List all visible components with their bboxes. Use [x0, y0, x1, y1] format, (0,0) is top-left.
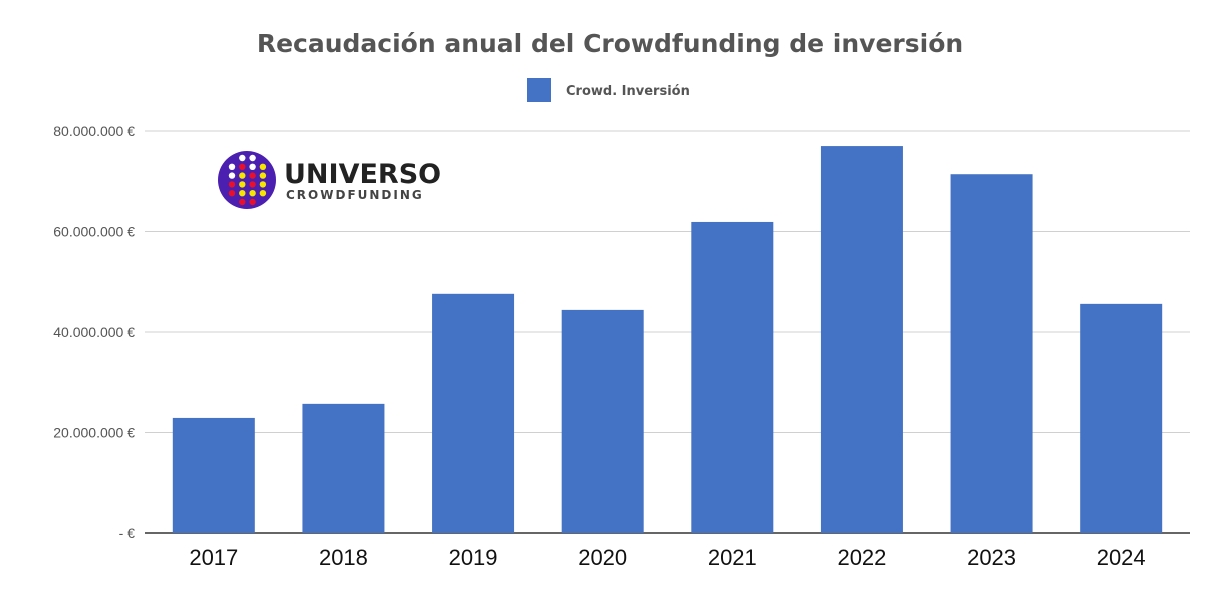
x-tick-label: 2017 [189, 545, 238, 570]
logo-dot [239, 163, 246, 170]
logo-dot [239, 198, 246, 206]
logo-dot [249, 172, 256, 179]
logo-dot [239, 190, 246, 197]
logo-dot [228, 181, 236, 188]
logo-dot [259, 181, 267, 188]
bar-2021 [691, 221, 774, 533]
logo-dot [259, 163, 267, 170]
logo-dot [239, 181, 246, 188]
logo-dot [259, 172, 267, 179]
x-tick-label: 2022 [837, 545, 886, 570]
legend-swatch [527, 78, 551, 102]
logo-dot [249, 163, 256, 170]
y-tick-label: 20.000.000 € [53, 425, 135, 441]
logo-text-sub: CROWDFUNDING [286, 188, 424, 202]
logo-dot [228, 172, 236, 179]
bar-2017 [172, 417, 255, 533]
logo-dot [239, 172, 246, 179]
y-tick-label: 40.000.000 € [53, 324, 135, 340]
bar-2023 [950, 174, 1033, 533]
x-tick-label: 2021 [708, 545, 757, 570]
y-tick-label: 80.000.000 € [53, 123, 135, 139]
legend-label: Crowd. Inversión [566, 84, 690, 99]
x-tick-label: 2019 [449, 545, 498, 570]
universo-crowdfunding-logo: UNIVERSO CROWDFUNDING [218, 151, 441, 209]
bar-2019 [432, 293, 515, 533]
bar-2020 [561, 309, 644, 533]
logo-dot [249, 154, 256, 162]
logo-dot [249, 198, 256, 206]
logo-dot [228, 163, 236, 170]
bar-2024 [1080, 303, 1163, 533]
logo-dot [249, 190, 256, 197]
chart-title: Recaudación anual del Crowdfunding de in… [257, 29, 963, 58]
bar-2018 [302, 403, 385, 533]
logo-dot [249, 181, 256, 188]
x-tick-label: 2020 [578, 545, 627, 570]
x-tick-label: 2018 [319, 545, 368, 570]
x-tick-label: 2024 [1097, 545, 1146, 570]
logo-circle-icon [218, 151, 276, 209]
y-tick-label: - € [119, 525, 136, 541]
y-tick-label: 60.000.000 € [53, 224, 135, 240]
bar-2022 [820, 146, 903, 533]
logo-dot [228, 190, 236, 197]
logo-dot [239, 154, 246, 162]
logo-dot [259, 190, 267, 197]
x-tick-label: 2023 [967, 545, 1016, 570]
logo-text-main: UNIVERSO [284, 159, 441, 190]
